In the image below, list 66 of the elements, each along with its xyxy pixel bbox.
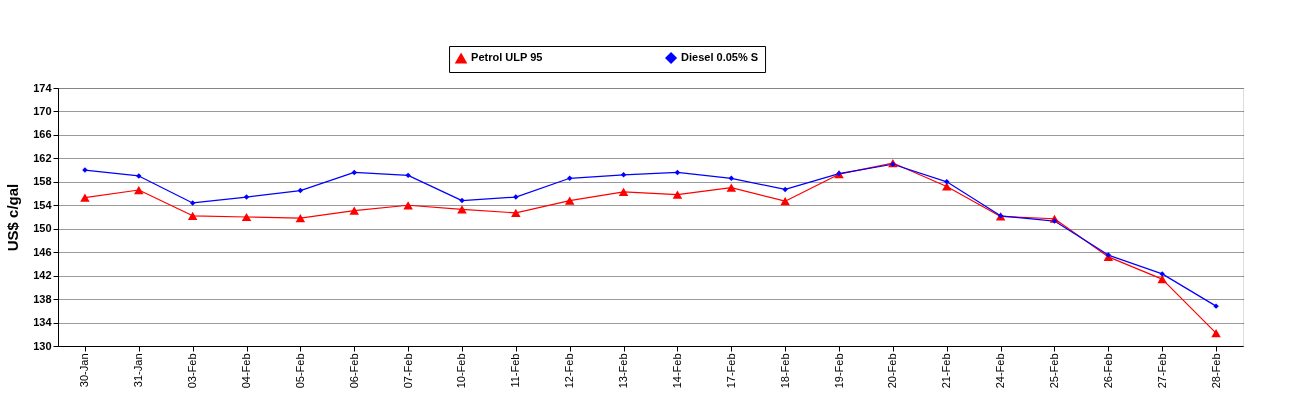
point bbox=[780, 197, 790, 206]
point bbox=[187, 211, 198, 220]
point bbox=[80, 193, 90, 202]
point bbox=[1159, 271, 1165, 277]
y-tick-label: 150 bbox=[33, 222, 52, 235]
legend-label: Diesel 0.05% S bbox=[681, 51, 759, 63]
point bbox=[295, 214, 306, 223]
x-tick-label: 03-Feb bbox=[186, 353, 199, 389]
x-tick-label: 25-Feb bbox=[1047, 353, 1060, 389]
x-tick-label: 28-Feb bbox=[1209, 353, 1222, 389]
legend-label: Petrol ULP 95 bbox=[471, 51, 543, 64]
x-tick-label: 31-Jan bbox=[132, 353, 145, 388]
x-tick-label: 12-Feb bbox=[563, 353, 576, 389]
point bbox=[782, 186, 788, 193]
x-tick-label: 11-Feb bbox=[509, 353, 522, 388]
x-tick-label: 14-Feb bbox=[670, 353, 683, 389]
point bbox=[620, 172, 627, 178]
y-tick-label: 162 bbox=[33, 151, 52, 164]
y-tick-label: 142 bbox=[33, 269, 52, 282]
point bbox=[1157, 275, 1167, 284]
point bbox=[728, 175, 735, 182]
x-tick-label: 17-Feb bbox=[724, 353, 737, 389]
point bbox=[136, 173, 142, 179]
point bbox=[403, 201, 413, 210]
y-tick-label: 166 bbox=[33, 128, 52, 141]
x-tick-label: 07-Feb bbox=[401, 353, 414, 389]
x-tick-label: 20-Feb bbox=[886, 353, 899, 389]
point bbox=[1211, 328, 1221, 338]
y-tick-label: 154 bbox=[33, 198, 53, 211]
point bbox=[618, 187, 629, 196]
y-tick-label: 146 bbox=[33, 245, 52, 258]
x-tick-label: 04-Feb bbox=[240, 353, 253, 389]
point bbox=[564, 196, 575, 205]
point bbox=[349, 206, 359, 215]
point bbox=[726, 183, 737, 192]
y-tick-label: 138 bbox=[33, 292, 52, 305]
y-axis-title: US$ c/gal bbox=[4, 183, 22, 252]
x-tick-label: 10-Feb bbox=[455, 353, 468, 389]
x-tick-label: 27-Feb bbox=[1155, 353, 1168, 389]
point bbox=[566, 175, 573, 182]
x-tick-label: 05-Feb bbox=[293, 353, 306, 389]
point bbox=[134, 185, 144, 195]
y-tick-label: 170 bbox=[33, 104, 52, 117]
x-tick-label: 30-Jan bbox=[78, 353, 91, 388]
y-tick-label: 174 bbox=[33, 81, 53, 94]
point bbox=[942, 182, 952, 191]
point bbox=[241, 212, 252, 222]
point bbox=[1051, 218, 1058, 224]
x-tick-label: 21-Feb bbox=[940, 353, 953, 389]
x-tick-label: 24-Feb bbox=[994, 353, 1007, 389]
y-tick-label: 130 bbox=[33, 339, 52, 352]
point bbox=[405, 172, 411, 179]
x-tick-label: 18-Feb bbox=[778, 353, 791, 389]
x-tick-label: 13-Feb bbox=[617, 353, 630, 389]
point bbox=[511, 208, 521, 217]
point bbox=[944, 179, 950, 185]
y-tick-label: 158 bbox=[33, 175, 52, 188]
point bbox=[243, 194, 250, 200]
x-tick-label: 26-Feb bbox=[1101, 353, 1114, 389]
x-tick-label: 19-Feb bbox=[832, 353, 845, 389]
y-tick-label: 134 bbox=[33, 316, 53, 329]
point bbox=[459, 197, 465, 204]
point bbox=[672, 190, 683, 199]
point bbox=[351, 169, 357, 176]
point bbox=[189, 200, 196, 206]
x-tick-label: 06-Feb bbox=[347, 353, 360, 389]
